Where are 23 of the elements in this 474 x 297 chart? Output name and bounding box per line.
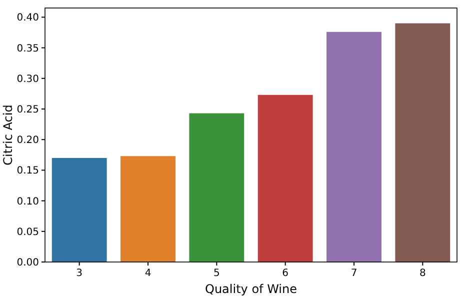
bar [52, 158, 107, 262]
x-axis-title: Quality of Wine [205, 282, 297, 296]
x-tick-label: 7 [350, 268, 358, 279]
y-tick-label: 0.10 [16, 196, 39, 208]
bar [120, 156, 176, 262]
y-tick-label: 0.40 [16, 12, 39, 24]
x-tick-label: 4 [144, 268, 152, 279]
bar [326, 32, 382, 262]
y-tick-label: 0.00 [16, 258, 39, 268]
x-tick-label: 3 [76, 268, 83, 279]
bar [258, 94, 313, 262]
y-tick-label: 0.30 [16, 74, 39, 85]
x-tick-label: 6 [282, 268, 289, 279]
y-tick-label: 0.25 [16, 104, 39, 116]
y-tick-label: 0.35 [16, 43, 39, 54]
x-tick-label: 8 [419, 268, 426, 279]
bar [189, 113, 244, 262]
y-axis-title: Citric Acid [1, 104, 15, 166]
y-tick-label: 0.20 [16, 135, 39, 146]
x-tick-label: 5 [213, 268, 220, 279]
y-tick-label: 0.15 [16, 166, 39, 177]
y-tick-label: 0.05 [16, 226, 39, 238]
bar [395, 23, 450, 262]
